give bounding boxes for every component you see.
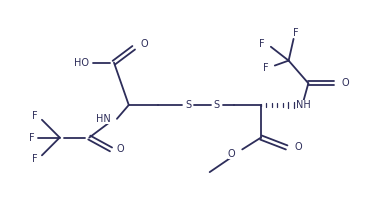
Text: F: F (293, 28, 298, 38)
Text: HN: HN (96, 114, 111, 124)
Text: F: F (32, 154, 38, 164)
Text: S: S (185, 100, 191, 110)
Text: F: F (29, 133, 35, 143)
Text: F: F (32, 111, 38, 121)
Text: HO: HO (74, 58, 89, 68)
Text: F: F (263, 63, 269, 73)
Text: F: F (259, 39, 265, 49)
Text: O: O (117, 144, 125, 154)
Text: S: S (214, 100, 219, 110)
Text: O: O (141, 39, 148, 49)
Text: O: O (228, 149, 235, 159)
Text: O: O (342, 78, 350, 88)
Text: O: O (295, 142, 302, 152)
Text: NH: NH (295, 100, 310, 110)
